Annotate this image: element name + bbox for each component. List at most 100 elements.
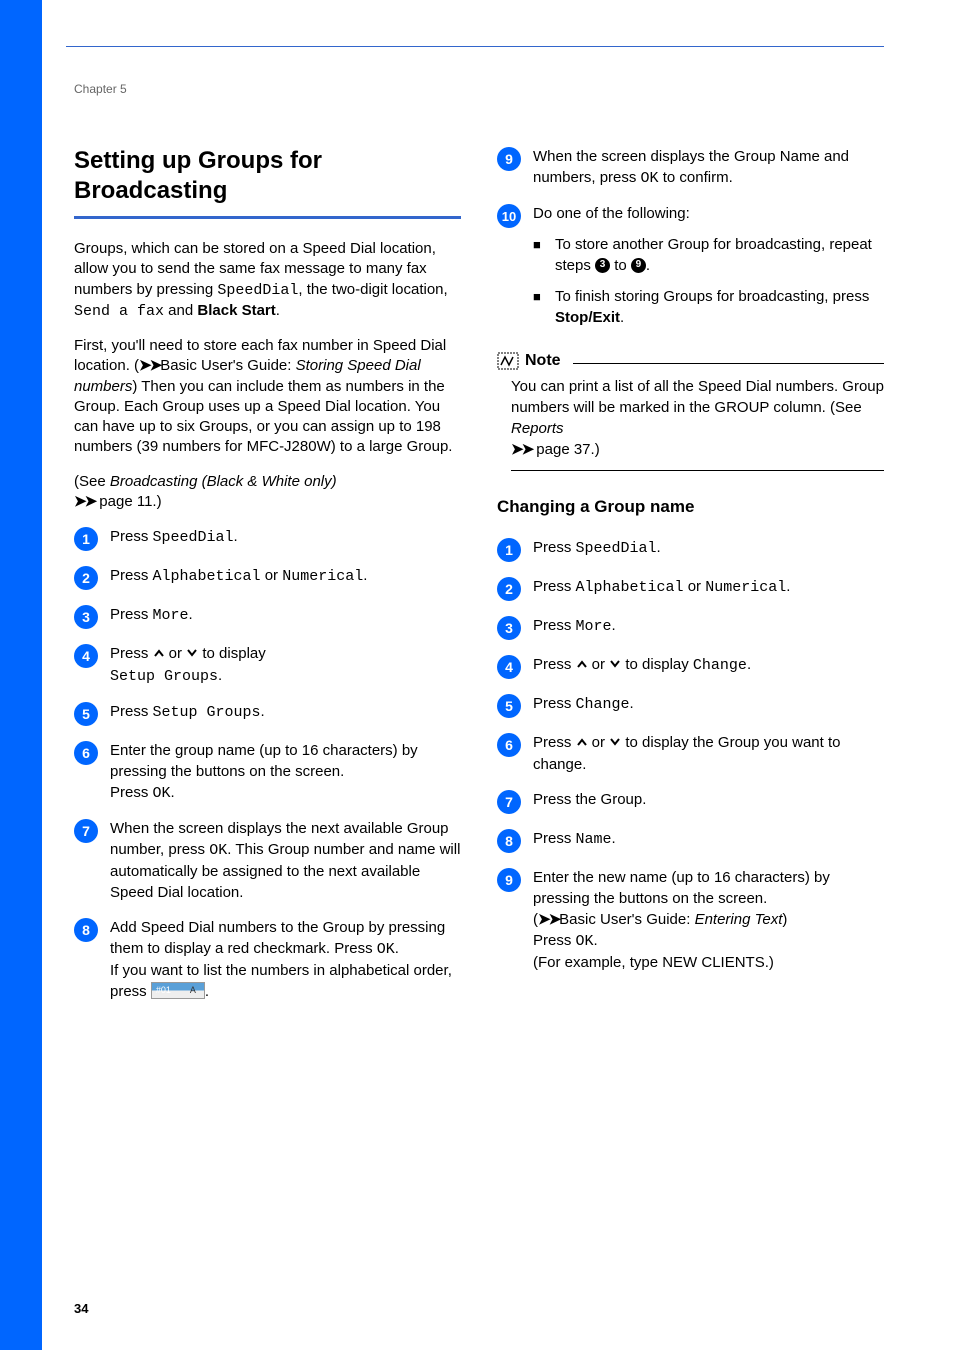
up-chevron-icon [153,643,165,664]
text: Press [533,578,576,595]
italic-text: Reports [511,420,564,437]
text: . [205,983,209,1000]
text: . [261,703,265,720]
step-body: Press Alphabetical or Numerical. [533,576,884,598]
step-number: 3 [74,605,98,629]
note-title: Note [525,352,561,370]
text: page 37.) [532,441,600,458]
mono-text: More [576,618,612,635]
step2-1: 1 Press SpeedDial. [497,537,884,562]
step2-3: 3 Press More. [497,615,884,640]
mono-text: Alphabetical [153,568,261,585]
step-number: 3 [497,616,521,640]
text: Press [533,539,576,556]
text: to display [621,656,693,673]
step-6: 6 Enter the group name (up to 16 charact… [74,740,461,804]
text: . [657,539,661,556]
step-body: Press or to display Change. [533,654,884,676]
text: Press [533,734,576,751]
text: Basic User's Guide: [160,357,295,374]
text: . [594,932,598,949]
bold-text: Stop/Exit [555,309,620,326]
step-8: 8 Add Speed Dial numbers to the Group by… [74,917,461,1002]
text: . [612,830,616,847]
page-number: 34 [74,1301,88,1316]
note-header: Note [497,352,884,370]
text: Press [533,617,576,634]
step-7: 7 When the screen displays the next avai… [74,818,461,903]
mono-text: Alphabetical [576,579,684,596]
mono-text: OK [153,785,171,802]
mono-text: Setup Groups [153,704,261,721]
sub-bullet: ■ To store another Group for broadcastin… [533,234,884,276]
text: Press [110,528,153,545]
note-body: You can print a list of all the Speed Di… [511,376,884,471]
blue-sidebar [0,0,42,1350]
step-number: 7 [74,819,98,843]
left-column: Setting up Groups for Broadcasting Group… [74,146,461,1016]
text: . [612,617,616,634]
step-body: Press Setup Groups. [110,701,461,723]
down-chevron-icon [609,732,621,753]
step-number: 6 [74,741,98,765]
text: . [786,578,790,595]
text: . [218,667,222,684]
step-1: 1 Press SpeedDial. [74,526,461,551]
step-body: Press the Group. [533,789,884,810]
step-number: 4 [497,655,521,679]
up-chevron-icon [576,654,588,675]
step-number: 9 [497,868,521,892]
page-content: Chapter 5 Setting up Groups for Broadcas… [74,82,884,1016]
sub-bullets: ■ To store another Group for broadcastin… [533,234,884,328]
text: Enter the new name (up to 16 characters)… [533,869,830,907]
mono-text: Setup Groups [110,668,218,685]
step2-6: 6 Press or to display the Group you want… [497,732,884,775]
text: and [164,302,197,319]
text: to display [198,645,266,662]
mono-text: OK [576,933,594,950]
step2-8: 8 Press Name. [497,828,884,853]
text: . [363,567,367,584]
step-number: 9 [497,147,521,171]
text: Do one of the following: [533,205,690,222]
mono-text: Change [576,696,630,713]
step-body: Press More. [533,615,884,637]
step-body: Press or to display Setup Groups. [110,643,461,687]
intro-para-2: First, you'll need to store each fax num… [74,336,461,458]
text: . [747,656,751,673]
step-number: 5 [74,702,98,726]
square-bullet-icon: ■ [533,236,547,276]
mono-text: Numerical [705,579,786,596]
text: To finish storing Groups for broadcastin… [555,288,869,305]
section-title: Setting up Groups for Broadcasting [74,146,461,206]
step-number: 4 [74,644,98,668]
ref-arrows-icon: ➤➤ [74,493,95,510]
step-number: 5 [497,694,521,718]
text: . [646,257,650,274]
step-9: 9 When the screen displays the Group Nam… [497,146,884,189]
text: . [395,940,399,957]
step2-2: 2 Press Alphabetical or Numerical. [497,576,884,601]
text: Press [110,703,153,720]
text: Enter the group name (up to 16 character… [110,742,418,780]
text: or [261,567,283,584]
title-rule [74,216,461,219]
text: or [684,578,706,595]
text: You can print a list of all the Speed Di… [511,378,884,416]
text: (For example, type NEW CLIENTS.) [533,954,774,971]
step-number: 2 [497,577,521,601]
ref-arrows-icon: ➤➤ [511,441,532,458]
step-number: 8 [497,829,521,853]
mono-text: Send a fax [74,303,164,320]
square-bullet-icon: ■ [533,288,547,328]
up-chevron-icon [576,732,588,753]
text: . [620,309,624,326]
text: Press [110,645,153,662]
step-body: Press Name. [533,828,884,850]
chapter-label: Chapter 5 [74,82,884,96]
text: . [630,695,634,712]
text: to confirm. [659,169,733,186]
step-body: Enter the new name (up to 16 characters)… [533,867,884,973]
inline-step-ref: 9 [631,258,646,273]
text: Press [110,567,153,584]
